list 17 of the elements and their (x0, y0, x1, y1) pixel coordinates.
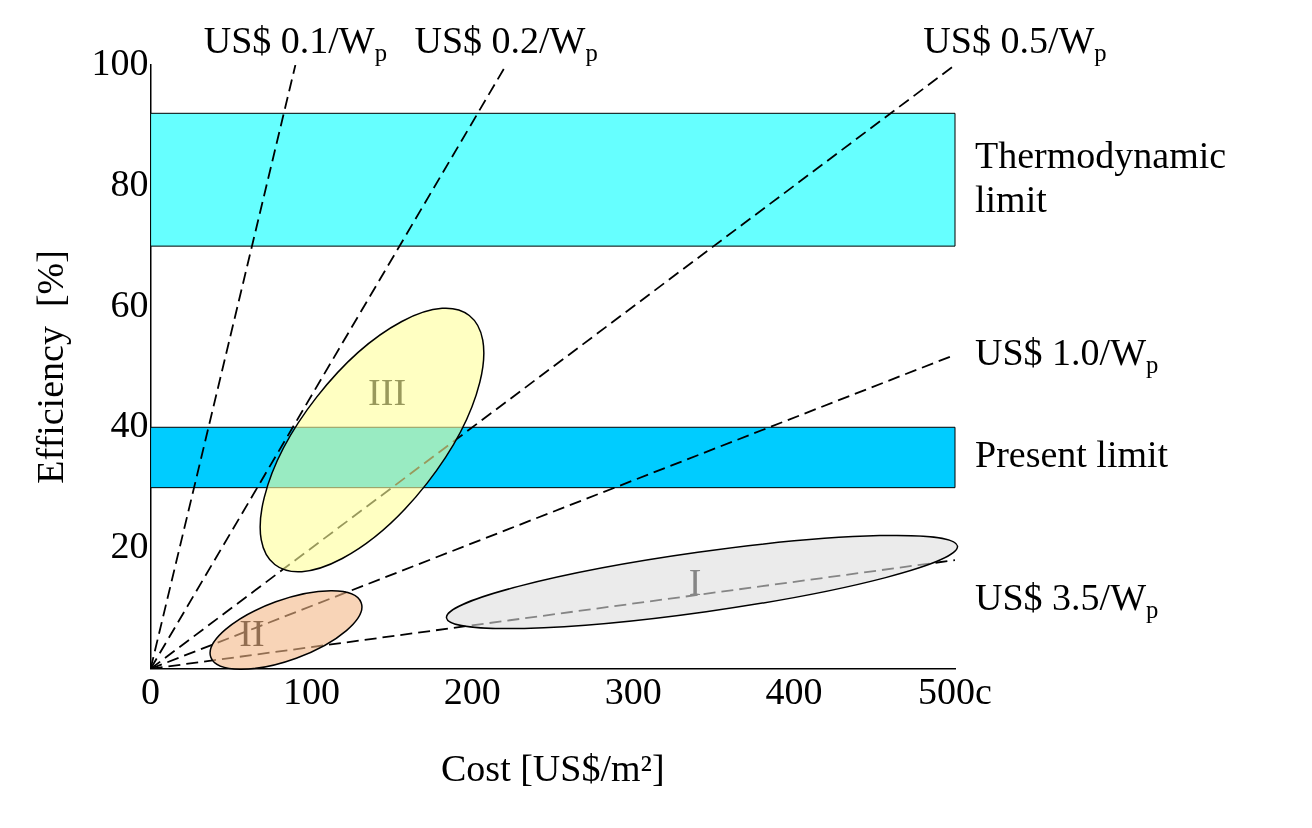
y-tick-label: 60 (110, 282, 149, 325)
y-tick-label: 80 (110, 161, 149, 204)
y-tick-label: 40 (110, 403, 149, 446)
y-tick-label: 20 (110, 524, 149, 567)
x-tick-label: 500c (918, 669, 992, 712)
annotation: III (368, 371, 407, 414)
x-axis-title: Cost [US$/m²] (441, 747, 665, 790)
x-tick-label: 400 (765, 669, 823, 712)
x-tick-label: 0 (141, 669, 161, 712)
x-tick-label: 100 (282, 669, 340, 712)
y-tick-label: 100 (91, 40, 149, 83)
band-label: Thermodynamic limit (975, 133, 1227, 220)
y-axis-title: Efficiency [%] (28, 250, 71, 484)
x-tick-label: 200 (443, 669, 501, 712)
annotation: I (688, 561, 702, 604)
x-tick-label: 300 (604, 669, 662, 712)
band-label: Present limit (975, 433, 1169, 476)
